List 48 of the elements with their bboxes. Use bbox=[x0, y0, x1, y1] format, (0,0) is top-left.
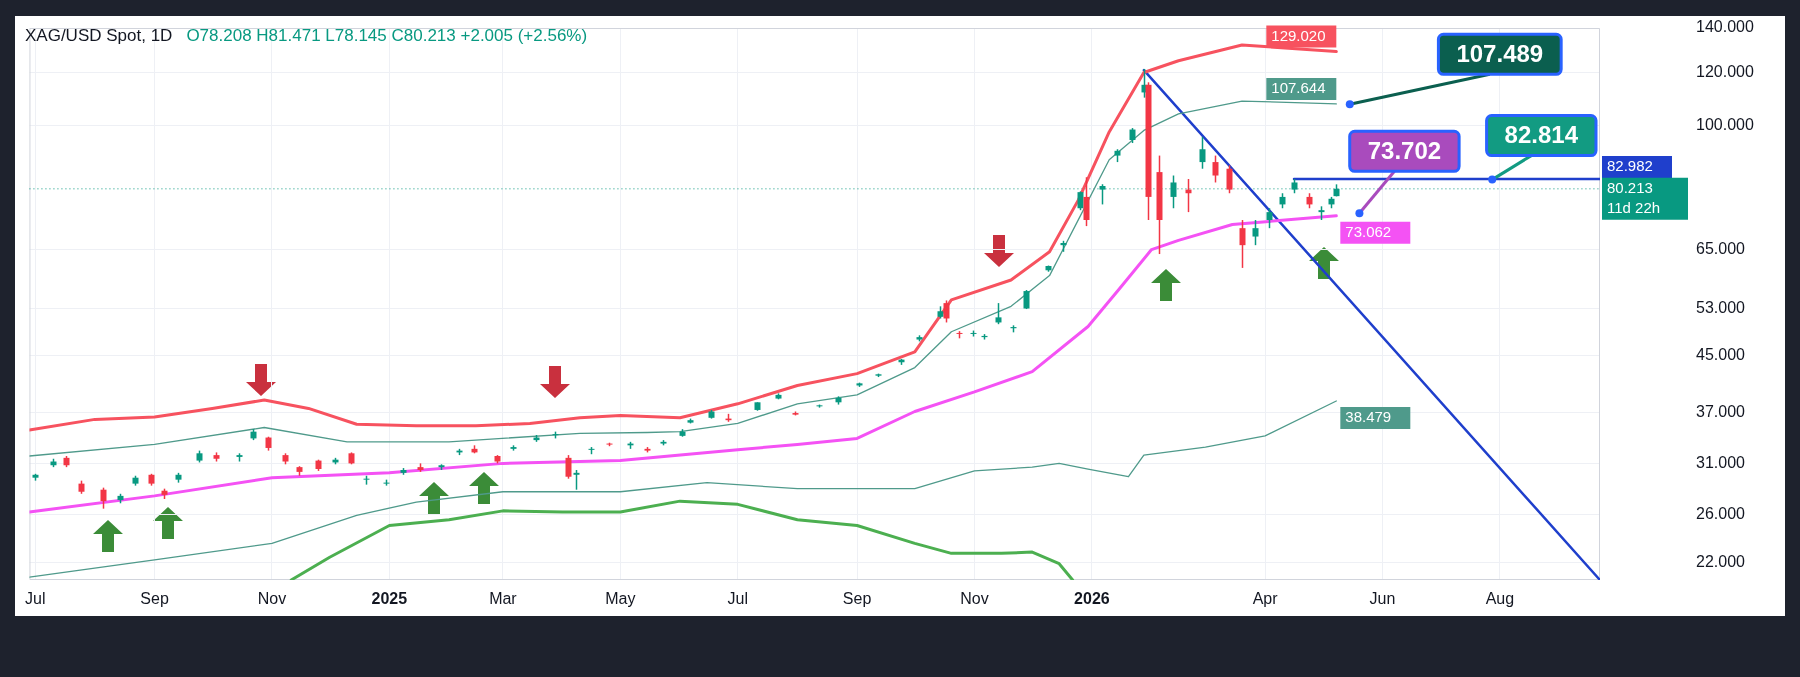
x-tick-label: 2025 bbox=[371, 590, 408, 608]
candlestick bbox=[573, 469, 580, 491]
x-tick-label: 2026 bbox=[1074, 590, 1110, 608]
candlestick bbox=[1252, 219, 1259, 246]
y-tick-label: 22.000 bbox=[1696, 552, 1746, 570]
annotation: 73.702 bbox=[1367, 136, 1442, 164]
y-tick-label: 120.000 bbox=[1696, 62, 1754, 80]
x-tick-label: Jul bbox=[727, 590, 748, 608]
y-tick-label: 31.000 bbox=[1696, 453, 1746, 471]
x-tick-label: Jul bbox=[25, 590, 46, 608]
y-tick-label: 100.000 bbox=[1696, 115, 1754, 133]
x-tick-label: Nov bbox=[257, 590, 287, 608]
candlestick bbox=[1239, 219, 1246, 269]
y-tick-label: 65.000 bbox=[1696, 239, 1746, 257]
x-tick-label: Apr bbox=[1252, 590, 1279, 608]
chart-title: XAG/USD Spot, 1D bbox=[25, 26, 173, 45]
ref-line-label: 80.213 11d 22h bbox=[1607, 178, 1661, 216]
y-tick-label: 45.000 bbox=[1696, 346, 1746, 364]
candlestick bbox=[1083, 176, 1090, 227]
data-label: 38.479 bbox=[1345, 408, 1392, 426]
candlestick bbox=[1199, 136, 1206, 170]
annotation: 107.489 bbox=[1456, 39, 1544, 67]
y-tick-label: 37.000 bbox=[1696, 402, 1746, 420]
x-tick-label: Jun bbox=[1369, 590, 1396, 608]
annotation: 82.814 bbox=[1504, 121, 1579, 149]
candlestick bbox=[995, 302, 1002, 325]
chart-subtitle: O78.208 H81.471 L78.145 C80.213 +2.005 (+2.56%) bbox=[186, 26, 588, 45]
x-tick-label: Aug bbox=[1485, 590, 1515, 608]
x-tick-label: May bbox=[605, 590, 636, 608]
x-tick-label: Nov bbox=[960, 590, 989, 608]
x-tick-label: Sep bbox=[842, 590, 872, 608]
y-tick-label: 53.000 bbox=[1696, 298, 1746, 316]
candlestick bbox=[1212, 154, 1219, 184]
data-label: 82.982 bbox=[1607, 157, 1653, 175]
y-tick-label: 140.000 bbox=[1696, 18, 1754, 36]
candlestick bbox=[565, 454, 572, 480]
y-tick-label: 26.000 bbox=[1696, 504, 1746, 522]
candlestick bbox=[1266, 207, 1273, 229]
data-label: 107.644 bbox=[1271, 79, 1326, 97]
x-tick-label: Sep bbox=[140, 590, 169, 608]
data-label: 129.020 bbox=[1271, 26, 1326, 44]
candlestick bbox=[1077, 190, 1084, 211]
candlestick bbox=[1226, 164, 1233, 194]
candlestick bbox=[100, 486, 107, 510]
candlestick bbox=[1099, 183, 1106, 206]
data-label: 73.062 bbox=[1345, 222, 1392, 240]
candlestick bbox=[943, 299, 950, 324]
x-tick-label: Mar bbox=[489, 590, 518, 608]
